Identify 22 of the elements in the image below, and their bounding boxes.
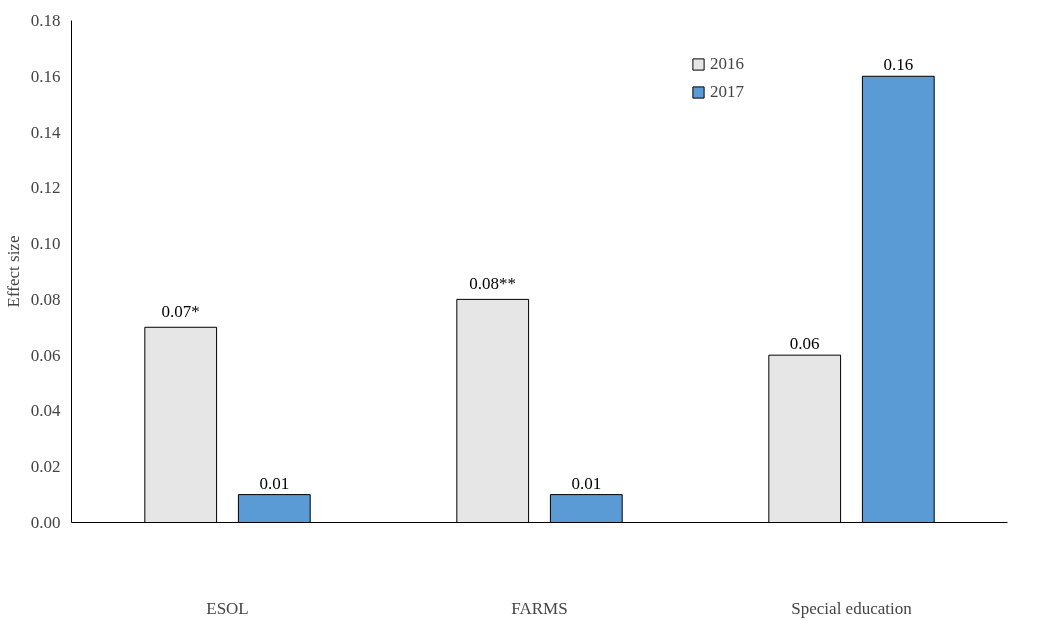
data-label: 0.01 [259,473,290,493]
y-tick-label: 0.10 [30,234,61,254]
data-label: 0.06 [789,334,820,354]
data-label: 0.07* [161,302,200,322]
legend-label: 2016 [710,54,744,74]
x-tick-label: ESOL [206,598,249,618]
data-label: 0.16 [883,55,914,75]
y-tick-label: 0.16 [30,66,61,86]
y-tick-label: 0.00 [30,513,61,532]
y-tick-label: 0.12 [30,178,61,198]
data-label: 0.01 [571,473,602,493]
y-tick-label: 0.06 [30,345,61,365]
y-tick-label: 0.18 [30,11,61,30]
x-tick-label: Special education [791,598,913,618]
y-tick-label: 0.08 [30,289,61,309]
x-tick-label: FARMS [511,598,568,618]
legend-label: 2017 [710,82,744,102]
y-tick-label: 0.04 [30,401,61,421]
y-tick-label: 0.14 [30,122,61,142]
y-tick-label: 0.02 [30,457,61,477]
data-label: 0.08** [469,274,517,294]
y-axis-title: Effect size [3,235,23,308]
